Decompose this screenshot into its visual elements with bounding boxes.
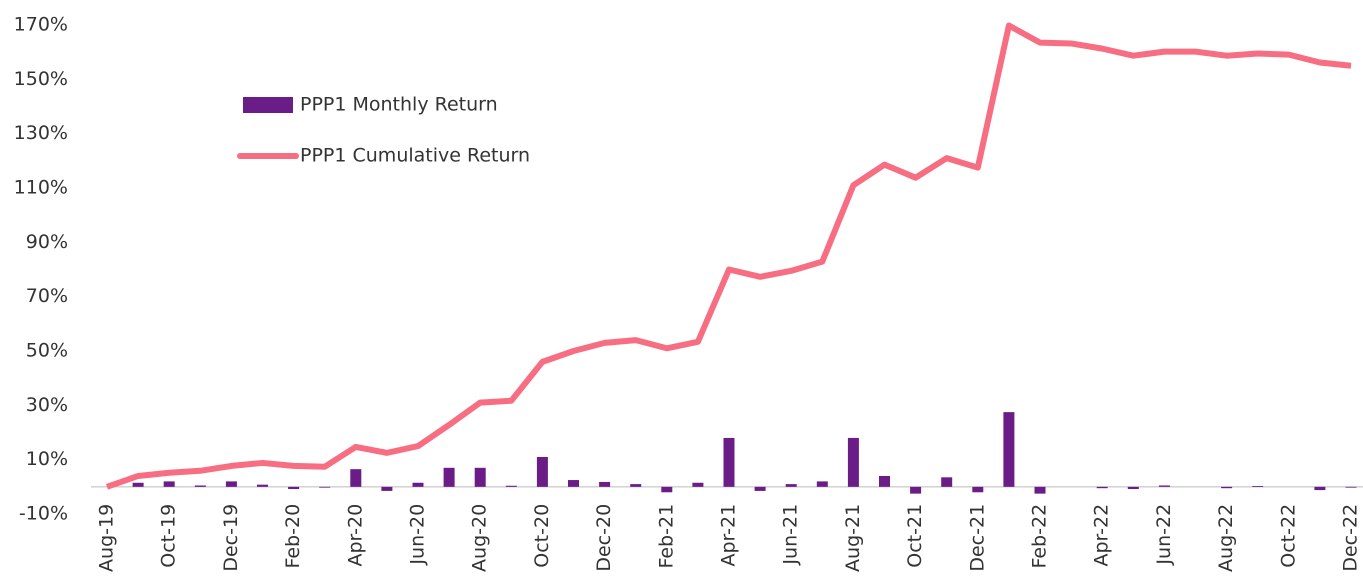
bar — [1252, 486, 1264, 487]
bar — [879, 475, 890, 487]
bar — [350, 469, 362, 487]
bar — [941, 477, 953, 487]
bar — [1158, 485, 1170, 487]
x-tick-label: Apr-22 — [1091, 504, 1113, 567]
x-tick-label: Oct-19 — [158, 504, 180, 568]
bar — [599, 481, 611, 487]
bar — [723, 437, 735, 487]
bar — [443, 467, 455, 487]
y-tick-label: 70% — [26, 285, 68, 307]
x-tick-label: Apr-21 — [718, 504, 740, 567]
y-tick-label: -10% — [19, 503, 68, 525]
bar — [1221, 486, 1233, 489]
bar — [785, 484, 797, 487]
bar — [910, 486, 922, 494]
x-tick-label: Dec-22 — [1340, 504, 1362, 572]
x-tick-label: Oct-21 — [904, 504, 926, 568]
bar — [1127, 486, 1139, 490]
bar — [1034, 486, 1046, 494]
bar — [1003, 412, 1015, 487]
bar — [1096, 486, 1108, 489]
x-tick-label: Oct-22 — [1277, 504, 1299, 568]
x-tick-label: Aug-22 — [1215, 504, 1237, 572]
x-tick-label: Jun-22 — [1153, 504, 1175, 566]
x-tick-label: Aug-19 — [96, 504, 118, 572]
bar — [1314, 486, 1326, 491]
legend-label: PPP1 Cumulative Return — [300, 145, 530, 167]
bar — [225, 481, 237, 487]
bar — [568, 480, 579, 487]
y-tick-label: 130% — [14, 122, 68, 144]
bar — [474, 467, 486, 487]
x-tick-label: Jun-20 — [407, 504, 429, 566]
y-tick-label: 10% — [26, 448, 68, 470]
y-tick-label: 110% — [14, 177, 68, 199]
x-tick-label: Feb-22 — [1029, 504, 1051, 569]
bar — [816, 481, 828, 487]
x-tick-label: Jun-21 — [780, 504, 802, 566]
bar — [536, 456, 548, 487]
line — [106, 22, 1352, 490]
legend-swatch — [243, 97, 293, 113]
x-tick-label: Aug-21 — [842, 504, 864, 572]
legend-label: PPP1 Monthly Return — [300, 94, 498, 116]
y-tick-label: 90% — [26, 231, 68, 253]
bar — [847, 437, 859, 487]
bar — [630, 484, 642, 487]
bar — [194, 485, 206, 487]
x-tick-label: Feb-20 — [282, 504, 304, 569]
bar — [1345, 486, 1357, 488]
x-tick-label: Dec-21 — [966, 504, 988, 572]
bar — [257, 484, 268, 487]
bar — [412, 482, 424, 487]
bar — [288, 486, 300, 490]
bar — [381, 486, 393, 491]
bar — [972, 486, 984, 493]
x-tick-label: Dec-20 — [593, 504, 615, 572]
bar — [132, 482, 144, 487]
x-tick-label: Feb-21 — [655, 504, 677, 569]
y-tick-label: 170% — [14, 14, 68, 36]
x-tick-label: Apr-20 — [344, 504, 366, 567]
bar — [163, 481, 175, 487]
y-tick-label: 30% — [26, 394, 68, 416]
x-tick-label: Dec-19 — [220, 504, 242, 572]
x-tick-label: Oct-20 — [531, 504, 553, 568]
bar — [319, 486, 331, 488]
bar — [661, 486, 673, 493]
bar — [505, 485, 517, 487]
y-tick-label: 150% — [14, 68, 68, 90]
y-tick-label: 50% — [26, 340, 68, 362]
x-tick-label: Aug-20 — [469, 504, 491, 572]
bar — [692, 482, 704, 487]
bar — [754, 486, 766, 491]
